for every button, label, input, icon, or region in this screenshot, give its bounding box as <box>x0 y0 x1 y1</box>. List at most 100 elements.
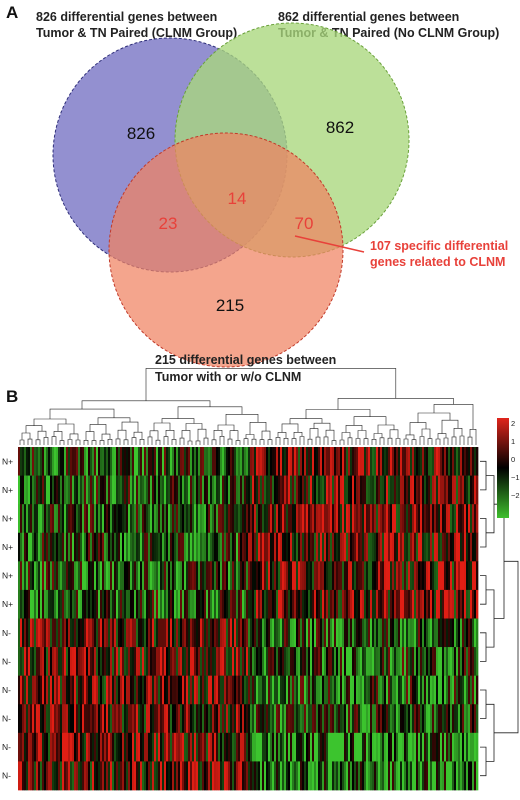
heatmap-cell <box>196 447 199 476</box>
heatmap-cell <box>50 618 53 648</box>
heatmap-cell <box>194 675 197 705</box>
heatmap-cell <box>276 761 279 791</box>
heatmap-cell <box>50 561 53 591</box>
heatmap-cell <box>390 704 393 734</box>
heatmap-cell <box>128 647 131 677</box>
heatmap-cell <box>104 504 107 534</box>
heatmap-cell <box>332 647 335 677</box>
heatmap-cell <box>266 732 269 762</box>
heatmap-cell <box>352 561 355 591</box>
heatmap-cell <box>420 475 423 505</box>
heatmap-cell <box>226 589 229 619</box>
heatmap-cell <box>130 647 133 677</box>
heatmap-cell <box>278 561 281 591</box>
heatmap-cell <box>254 618 257 648</box>
heatmap-cell <box>268 647 271 677</box>
heatmap-cell <box>360 561 363 591</box>
heatmap-cell <box>176 618 179 648</box>
heatmap-cell <box>420 561 423 591</box>
heatmap-cell <box>58 618 61 648</box>
heatmap-cell <box>298 675 301 705</box>
heatmap-cell <box>66 647 69 677</box>
heatmap-cell <box>104 732 107 762</box>
heatmap-cell <box>156 618 159 648</box>
heatmap-cell <box>250 761 253 791</box>
heatmap-cell <box>274 475 277 505</box>
heatmap-cell <box>322 561 325 591</box>
heatmap-cell <box>40 732 43 762</box>
heatmap-cell <box>284 589 287 619</box>
heatmap-cell <box>338 475 341 505</box>
heatmap-cell <box>338 561 341 591</box>
heatmap-cell <box>142 475 145 505</box>
heatmap-cell <box>240 447 243 476</box>
heatmap-cell <box>68 589 71 619</box>
heatmap-cell <box>198 647 201 677</box>
heatmap-cell <box>70 561 73 591</box>
heatmap-cell <box>334 647 337 677</box>
heatmap-cell <box>474 504 477 534</box>
heatmap-cell <box>90 704 93 734</box>
heatmap-cell <box>352 447 355 476</box>
heatmap-cell <box>244 447 247 476</box>
heatmap-cell <box>20 532 23 562</box>
heatmap-cell <box>298 589 301 619</box>
heatmap-cell <box>344 504 347 534</box>
heatmap-cell <box>194 647 197 677</box>
heatmap-cell <box>174 504 177 534</box>
heatmap-cell <box>138 732 141 762</box>
heatmap-cell <box>458 618 461 648</box>
heatmap-cell <box>228 732 231 762</box>
heatmap-cell <box>382 647 385 677</box>
heatmap-cell <box>340 704 343 734</box>
heatmap-cell <box>134 761 137 791</box>
heatmap-cell <box>270 618 273 648</box>
heatmap-cell <box>344 532 347 562</box>
heatmap-cell <box>440 561 443 591</box>
heatmap-cell <box>462 589 465 619</box>
heatmap-cell <box>164 504 167 534</box>
heatmap-cell <box>292 647 295 677</box>
heatmap-cell <box>22 618 25 648</box>
heatmap-cell <box>164 675 167 705</box>
heatmap-cell <box>190 618 193 648</box>
heatmap-cell <box>380 647 383 677</box>
heatmap-cell <box>244 704 247 734</box>
heatmap-cell <box>402 475 405 505</box>
heatmap-cell <box>152 447 155 476</box>
heatmap-cell <box>242 532 245 562</box>
heatmap-cell <box>470 761 473 791</box>
heatmap-cell <box>388 475 391 505</box>
heatmap-cell <box>136 647 139 677</box>
heatmap-cell <box>440 732 443 762</box>
heatmap-cell <box>24 618 27 648</box>
heatmap-cell <box>134 504 137 534</box>
heatmap-cell <box>438 704 441 734</box>
heatmap-cell <box>190 447 193 476</box>
heatmap-cell <box>176 561 179 591</box>
color-scale-tick: 0 <box>511 455 515 464</box>
heatmap-cell <box>310 761 313 791</box>
heatmap-cell <box>290 647 293 677</box>
heatmap-cell <box>366 647 369 677</box>
row-labels: N+N+N+N+N+N+N-N-N-N-N-N- <box>2 456 13 780</box>
heatmap-cell <box>380 732 383 762</box>
heatmap-cell <box>38 675 41 705</box>
heatmap-cell <box>432 561 435 591</box>
heatmap-cell <box>92 704 95 734</box>
heatmap-cell <box>374 504 377 534</box>
venn-circle-tumor <box>108 132 344 368</box>
heatmap-cell <box>110 561 113 591</box>
heatmap-cell <box>440 504 443 534</box>
heatmap-cell <box>276 647 279 677</box>
heatmap-cell <box>158 475 161 505</box>
heatmap-cell <box>108 704 111 734</box>
heatmap-cell <box>308 732 311 762</box>
heatmap-cell <box>70 447 73 476</box>
heatmap-cell <box>192 675 195 705</box>
heatmap-cell <box>388 618 391 648</box>
heatmap-cell <box>348 675 351 705</box>
heatmap-cell <box>246 475 249 505</box>
heatmap-cell <box>160 532 163 562</box>
heatmap-cell <box>168 504 171 534</box>
